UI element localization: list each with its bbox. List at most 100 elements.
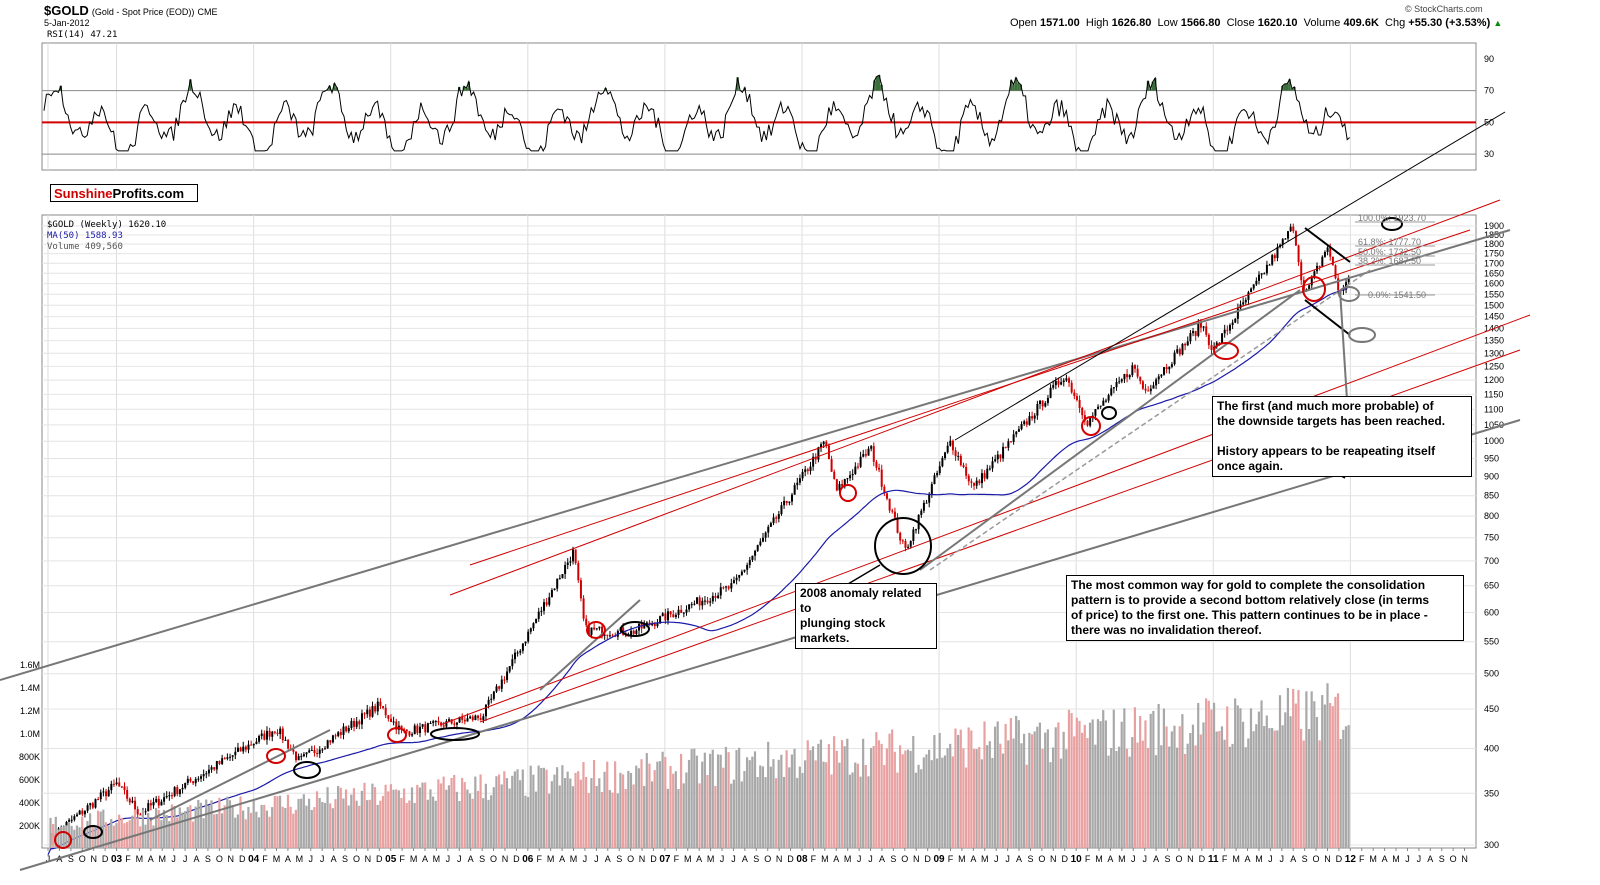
price-bar-body <box>579 580 582 599</box>
volume-tick-label: 200K <box>19 821 40 831</box>
volume-bar <box>1212 702 1216 848</box>
target-pointer-line <box>1339 289 1348 401</box>
price-bar-body <box>732 580 735 584</box>
volume-bar <box>263 804 266 848</box>
volume-bar <box>239 796 242 848</box>
price-bar-body <box>973 482 976 486</box>
price-bar-body <box>856 466 859 468</box>
price-bar-body <box>1323 251 1326 257</box>
price-bar-body <box>1173 352 1176 365</box>
x-tick-label: A <box>1290 854 1296 864</box>
price-bar-body <box>693 603 696 605</box>
volume-bar <box>368 799 371 848</box>
gray-trend-line <box>919 289 1301 571</box>
volume-bar <box>519 780 522 848</box>
price-bar-body <box>1073 392 1076 397</box>
volume-bar <box>210 800 213 848</box>
price-bar-body <box>841 483 844 487</box>
ticker-description: (Gold - Spot Price (EOD)) <box>91 7 195 17</box>
high-value: 1626.80 <box>1111 17 1152 29</box>
x-tick-label: A <box>1107 854 1113 864</box>
price-bar-body <box>302 754 305 757</box>
open-value: 1571.00 <box>1039 17 1080 29</box>
volume-bar <box>904 750 907 848</box>
price-bar-body <box>991 461 994 469</box>
volume-bar <box>136 817 139 848</box>
price-tick-label: 1550 <box>1484 289 1504 299</box>
x-tick-label: F <box>125 854 131 864</box>
rsi-legend: RSI(14) 47.21 <box>47 30 118 40</box>
volume-bar <box>1160 745 1163 848</box>
price-bar-body <box>566 562 569 565</box>
volume-bar <box>513 771 516 848</box>
price-bar-body <box>1194 331 1197 336</box>
volume-bar <box>695 755 699 848</box>
volume-bar <box>1168 746 1171 848</box>
volume-bar <box>1133 707 1136 848</box>
x-tick-label: O <box>79 854 86 864</box>
rsi-overbought-fill <box>736 77 739 91</box>
price-bar-body <box>915 529 918 531</box>
volume-bar <box>709 753 712 848</box>
x-tick-label: M <box>1095 854 1103 864</box>
x-tick-label: J <box>46 854 51 864</box>
price-bar-body <box>506 671 509 680</box>
price-bar-body <box>1128 375 1131 378</box>
volume-bar <box>545 769 548 848</box>
volume-bar <box>767 741 770 848</box>
x-tick-label: A <box>696 854 702 864</box>
price-bar-body <box>957 455 960 457</box>
price-bar-body <box>1242 302 1245 305</box>
price-bar-body <box>99 792 102 800</box>
volume-bar <box>437 779 440 848</box>
volume-bar <box>914 772 918 848</box>
price-bar-body <box>218 761 221 764</box>
x-tick-label: D <box>1336 854 1343 864</box>
price-bar-body <box>1160 374 1163 377</box>
volume-bar <box>89 813 92 848</box>
highlight-ellipse <box>54 831 72 849</box>
x-tick-label: 11 <box>1208 854 1219 865</box>
volume-bar <box>1244 747 1247 848</box>
price-tick-label: 1300 <box>1484 348 1504 358</box>
volume-bar <box>891 729 894 848</box>
price-bar-body <box>384 707 387 716</box>
x-tick-label: S <box>1439 854 1445 864</box>
x-tick-label: A <box>468 854 474 864</box>
price-bar-body <box>1192 331 1195 334</box>
price-bar-body <box>677 609 680 615</box>
price-bar-body <box>1218 342 1221 344</box>
price-bar-body <box>1181 343 1184 355</box>
volume-bar <box>1226 706 1229 848</box>
volume-bar <box>160 820 163 848</box>
volume-bar <box>508 788 511 848</box>
volume-bar <box>788 767 791 848</box>
price-bar-body <box>909 540 912 547</box>
x-tick-label: F <box>811 854 817 864</box>
price-bar-body <box>1078 399 1081 408</box>
volume-tick-label: 1.0M <box>20 729 40 739</box>
highlight-ellipse <box>1081 416 1101 436</box>
price-bar-body <box>830 459 833 472</box>
price-bar-body <box>833 471 836 480</box>
price-bar-body <box>975 480 978 486</box>
volume-bar <box>307 798 311 848</box>
price-bar-body <box>859 456 862 467</box>
volume-bar <box>949 743 952 848</box>
price-bar-body <box>717 595 720 599</box>
x-tick-label: M <box>1369 854 1377 864</box>
fib-level-label: 38.2%: 1687.50 <box>1358 256 1421 266</box>
price-bar-body <box>899 532 902 541</box>
volume-bar <box>342 798 345 848</box>
price-bar-body <box>996 454 999 460</box>
price-tick-label: 1150 <box>1484 389 1503 399</box>
x-tick-label: F <box>674 854 680 864</box>
price-bar-body <box>279 728 282 734</box>
rsi-overbought-fill <box>467 81 470 91</box>
x-tick-label: M <box>844 854 852 864</box>
price-bar-body <box>593 627 596 630</box>
x-tick-label: O <box>1038 854 1045 864</box>
volume-bar <box>1189 732 1192 848</box>
volume-bar <box>1191 724 1195 848</box>
volume-bar <box>643 785 646 848</box>
